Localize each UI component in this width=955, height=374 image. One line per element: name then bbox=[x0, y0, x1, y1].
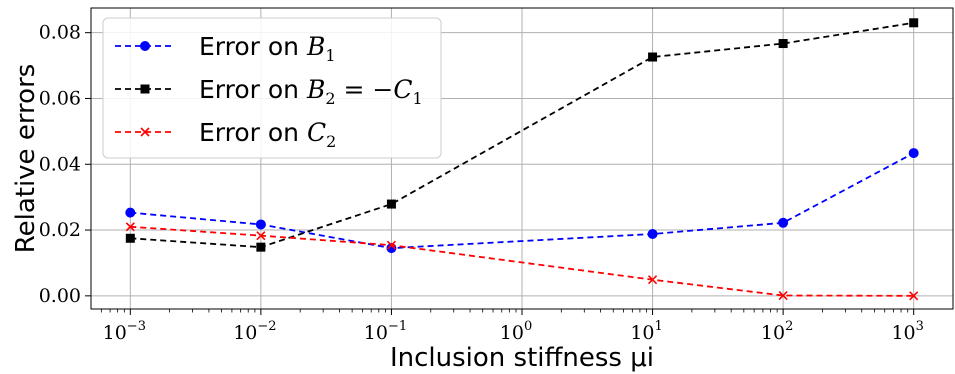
data-point bbox=[386, 199, 396, 209]
data-point bbox=[647, 275, 658, 285]
x-marker-stroke bbox=[386, 240, 397, 250]
series-line bbox=[130, 152, 915, 250]
x-tick-label: 10−2 bbox=[233, 319, 276, 344]
legend-label: Error on B1 bbox=[199, 32, 336, 65]
y-tick-label: 0.02 bbox=[39, 219, 81, 241]
x-marker-stroke bbox=[125, 222, 135, 232]
y-tick-label: 0.04 bbox=[39, 153, 81, 175]
x-tick-label: 101 bbox=[630, 319, 662, 344]
data-point bbox=[125, 222, 135, 232]
data-point bbox=[909, 18, 919, 28]
x-tick-label: 100 bbox=[500, 319, 532, 344]
data-point bbox=[140, 41, 150, 51]
data-point bbox=[386, 240, 397, 250]
x-tick-label: 10−3 bbox=[103, 319, 146, 344]
x-marker-stroke bbox=[778, 290, 788, 301]
ticks: 10−3 10−2 10−1 100 101 102 103 0.00 0.02 0.04 0.06… bbox=[39, 22, 924, 344]
x-marker-stroke bbox=[140, 127, 150, 137]
series-3 bbox=[125, 222, 919, 301]
y-tick-label: 0.06 bbox=[39, 87, 81, 109]
data-point bbox=[255, 219, 266, 230]
series-line bbox=[130, 21, 914, 249]
data-point bbox=[125, 207, 136, 218]
series-1 bbox=[125, 148, 919, 254]
data-point bbox=[778, 217, 789, 228]
y-tick-label: 0.08 bbox=[39, 22, 81, 44]
series-2 bbox=[125, 18, 919, 252]
data-point bbox=[648, 52, 658, 62]
series-line bbox=[130, 225, 914, 297]
data-point bbox=[125, 233, 135, 243]
data-point bbox=[908, 148, 919, 159]
series-layer bbox=[125, 18, 919, 301]
data-point bbox=[140, 84, 150, 94]
y-tick-label: 0.00 bbox=[39, 285, 81, 307]
x-marker-stroke bbox=[647, 275, 658, 285]
x-axis-label: Inclusion stiffness μi bbox=[390, 343, 654, 373]
data-point bbox=[256, 242, 266, 252]
data-point bbox=[909, 291, 919, 301]
y-axis-label: Relative errors bbox=[11, 64, 41, 254]
legend-entry-1: Error on B1 bbox=[115, 32, 336, 65]
legend-label: Error on B2 = −C1 bbox=[199, 75, 423, 108]
data-point bbox=[647, 228, 658, 239]
data-point bbox=[778, 290, 788, 301]
x-tick-label: 10−1 bbox=[364, 319, 407, 344]
x-tick-label: 102 bbox=[761, 319, 793, 344]
legend-box bbox=[102, 17, 442, 159]
legend-label: Error on C2 bbox=[199, 118, 336, 151]
data-point bbox=[778, 39, 788, 49]
legend: Error on B1 Error on B2 = −C1 Error on C2 bbox=[102, 17, 442, 159]
x-tick-label: 103 bbox=[891, 319, 923, 344]
legend-entry-2: Error on B2 = −C1 bbox=[115, 75, 423, 108]
legend-entry-3: Error on C2 bbox=[115, 118, 336, 151]
data-point bbox=[140, 127, 150, 137]
data-point bbox=[256, 231, 266, 241]
x-marker-stroke bbox=[256, 231, 266, 241]
x-marker-stroke bbox=[909, 291, 919, 301]
